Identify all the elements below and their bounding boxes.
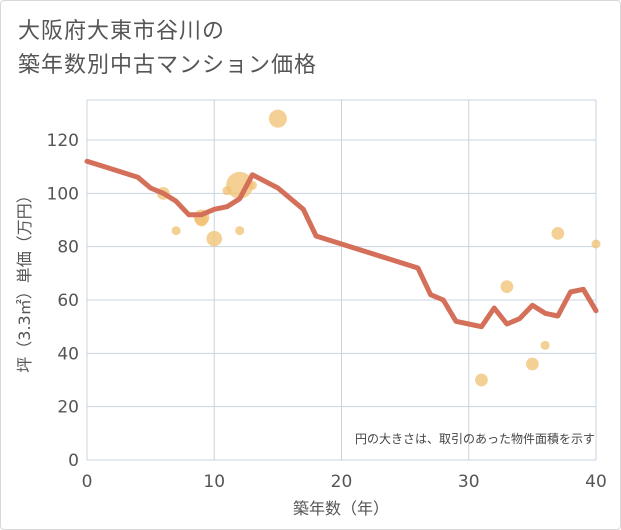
x-tick-labels: 0 10 20 30 40 [82,472,607,492]
grid-lines [87,100,596,461]
chart-title-line2: 築年数別中古マンション価格 [18,53,318,78]
bubble-point [268,109,287,128]
y-tick-label: 60 [57,291,79,311]
y-tick-labels: 0 20 40 60 80 100 120 [47,131,79,471]
x-tick-label: 0 [82,472,93,492]
x-tick-label: 10 [203,472,225,492]
y-tick-label: 40 [57,344,79,364]
bubble-size-note: 円の大きさは、取引のあった物件面積を示す [355,431,595,446]
chart-title-line1: 大阪府大東市谷川の [18,19,226,44]
x-tick-label: 30 [458,472,480,492]
bubble-point [526,357,539,371]
x-tick-label: 20 [331,472,353,492]
bubble-point [171,226,181,236]
y-tick-label: 100 [47,184,79,204]
y-tick-label: 20 [57,398,79,418]
x-tick-label: 40 [585,472,607,492]
bubble-point [475,373,488,387]
chart-title: 大阪府大東市谷川の 築年数別中古マンション価格 [18,15,317,83]
bubble-point [206,230,223,247]
bubble-point [551,226,565,240]
bubble-point [591,239,601,249]
bubble-point [226,171,254,199]
bubble-point [235,226,245,236]
bubble-point [540,340,550,350]
y-tick-label: 0 [68,451,79,471]
y-tick-label: 120 [47,131,79,151]
x-axis-label: 築年数（年） [293,499,389,518]
trend-line [84,158,599,330]
bubble-point [500,280,514,294]
trend-series [84,158,599,330]
y-axis-label: 坪（3.3㎡）単価（万円） [15,187,34,372]
y-tick-label: 80 [57,238,79,258]
